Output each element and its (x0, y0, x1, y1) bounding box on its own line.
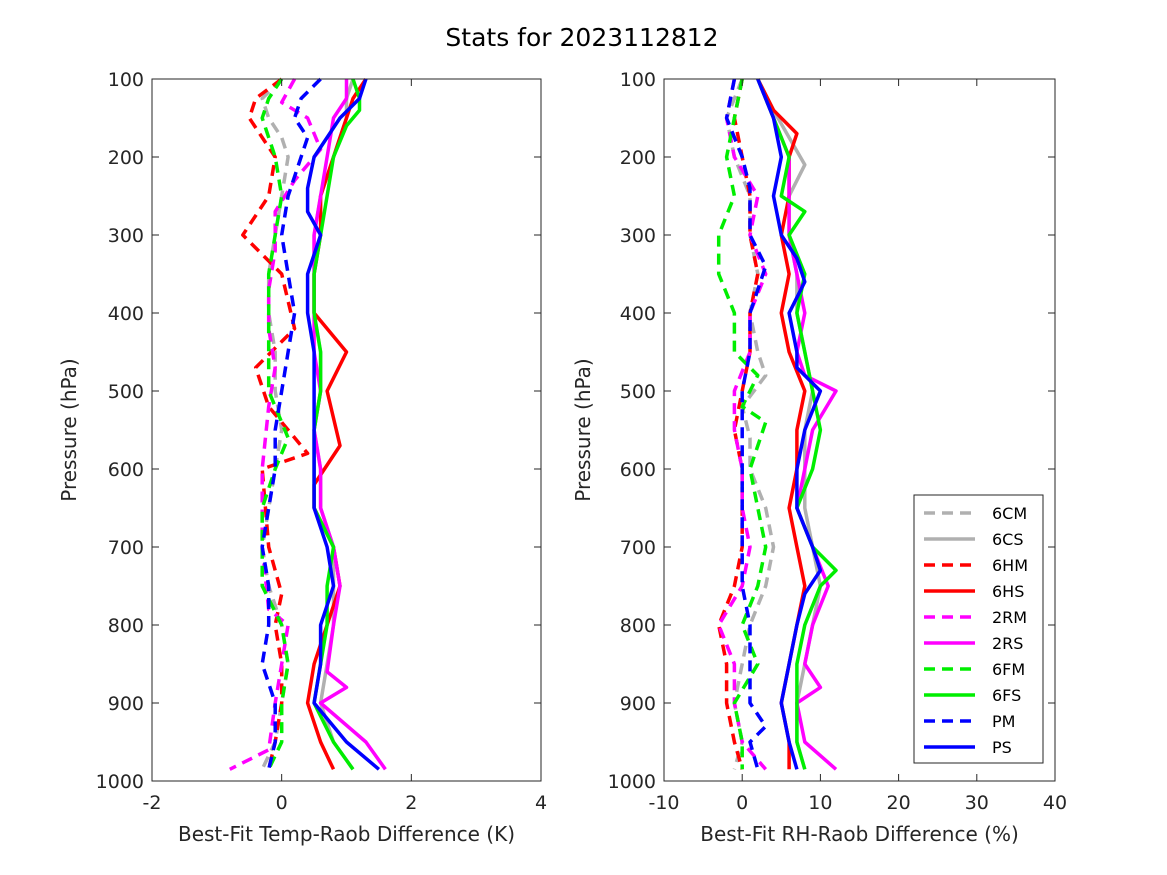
humidity-series-6fm (716, 78, 768, 770)
humidity-x-axis-label: Best-Fit RH-Raob Difference (%) (700, 822, 1019, 846)
temperature-y-tick-label: 500 (108, 381, 144, 403)
temperature-y-tick-label: 900 (108, 693, 144, 715)
humidity-x-tick-label: 10 (808, 792, 832, 814)
temperature-series-pm (260, 77, 322, 770)
humidity-panel: -10 0 10 20 30 40 100 200 300 400 500 600 700 800 900 1… (571, 69, 1067, 846)
humidity-y-tick-label: 800 (620, 615, 656, 637)
temperature-x-tick-label: 0 (276, 792, 288, 814)
temperature-series-6fm (260, 78, 290, 771)
legend-label-6hs: 6HS (992, 582, 1024, 601)
temperature-series-6hm (241, 77, 310, 770)
temperature-series-ps (305, 78, 381, 771)
legend-label-2rm: 2RM (992, 608, 1027, 627)
temperature-x-tick-label: -2 (143, 792, 162, 814)
temperature-panel: -2 0 2 4 100 200 300 400 500 600 700 800 900 1000 Bes… (57, 69, 547, 846)
temperature-y-tick-label: 600 (108, 459, 144, 481)
legend-label-6fs: 6FS (992, 686, 1021, 705)
humidity-y-tick-label: 500 (620, 381, 656, 403)
legend-label-6hm: 6HM (992, 556, 1028, 575)
temperature-y-tick-label: 800 (108, 615, 144, 637)
humidity-y-tick-label: 600 (620, 459, 656, 481)
humidity-y-axis-label: Pressure (hPa) (571, 358, 595, 501)
legend-label-6cs: 6CS (992, 530, 1024, 549)
humidity-series-pm (724, 78, 768, 770)
temperature-series-layer (229, 77, 387, 771)
humidity-x-tick-label: 0 (736, 792, 748, 814)
humidity-series-2rm (716, 78, 768, 771)
temperature-ticks: -2 0 2 4 100 200 300 400 500 600 700 800 900 1000 (96, 69, 547, 814)
humidity-x-tick-label: 20 (887, 792, 911, 814)
humidity-y-tick-label: 1000 (608, 771, 656, 793)
temperature-y-tick-label: 100 (108, 69, 144, 91)
humidity-series-6fs (756, 78, 838, 770)
humidity-ticks: -10 0 10 20 30 40 100 200 300 400 500 600 700 800 900 1… (608, 69, 1067, 814)
humidity-y-tick-label: 700 (620, 537, 656, 559)
humidity-x-tick-label: 30 (965, 792, 989, 814)
legend-box (913, 494, 1044, 764)
legend-label-pm: PM (992, 712, 1015, 731)
humidity-y-tick-label: 200 (620, 147, 656, 169)
temperature-series-6fs (312, 78, 362, 771)
temperature-y-tick-label: 300 (108, 225, 144, 247)
temperature-y-tick-label: 700 (108, 537, 144, 559)
temperature-series-6cm (260, 77, 290, 771)
temperature-axes-box (151, 78, 542, 782)
humidity-x-tick-label: 40 (1043, 792, 1067, 814)
legend-label-2rs: 2RS (992, 634, 1023, 653)
humidity-y-tick-label: 400 (620, 303, 656, 325)
humidity-x-tick-label: -10 (648, 792, 679, 814)
figure-title: Stats for 2023112812 (445, 23, 718, 52)
temperature-y-axis-label: Pressure (hPa) (57, 358, 81, 501)
temperature-y-tick-label: 1000 (96, 771, 144, 793)
temperature-x-tick-label: 2 (405, 792, 417, 814)
humidity-y-tick-label: 300 (620, 225, 656, 247)
temperature-y-tick-label: 400 (108, 303, 144, 325)
humidity-series-layer (716, 78, 838, 771)
humidity-axes-box (663, 78, 1056, 782)
legend-label-6cm: 6CM (992, 504, 1027, 523)
temperature-x-axis-label: Best-Fit Temp-Raob Difference (K) (178, 822, 515, 846)
legend: 6CM 6CS 6HM 6HS 2RM 2RS 6FM 6FS PM PS (913, 494, 1044, 764)
humidity-series-ps (756, 78, 823, 770)
legend-label-ps: PS (992, 738, 1012, 757)
temperature-y-tick-label: 200 (108, 147, 144, 169)
humidity-series-2rs (756, 78, 838, 771)
temperature-x-tick-label: 4 (535, 792, 547, 814)
legend-label-6fm: 6FM (992, 660, 1025, 679)
humidity-series-6hm (716, 78, 760, 770)
humidity-y-tick-label: 900 (620, 693, 656, 715)
humidity-y-tick-label: 100 (620, 69, 656, 91)
